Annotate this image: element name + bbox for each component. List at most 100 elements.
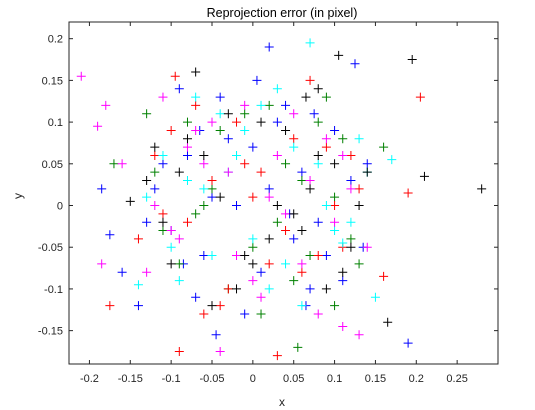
data-point-marker: [313, 150, 323, 160]
data-point-marker: [338, 238, 348, 248]
x-axis-label: x: [279, 395, 285, 409]
data-point-marker: [232, 284, 242, 294]
data-point-marker: [215, 301, 225, 311]
data-point-marker: [223, 167, 233, 177]
data-point-marker: [166, 125, 176, 135]
data-point-marker: [301, 92, 311, 102]
data-point-marker: [330, 159, 340, 169]
data-point-marker: [293, 342, 303, 352]
data-point-marker: [354, 184, 364, 194]
data-point-marker: [158, 150, 168, 160]
data-point-marker: [350, 59, 360, 69]
data-point-marker: [281, 125, 291, 135]
y-tick-label: 0.2: [48, 34, 63, 46]
x-tick-label: -0.05: [199, 373, 224, 385]
data-point-marker: [150, 184, 160, 194]
data-point-marker: [289, 234, 299, 244]
data-point-marker: [158, 159, 168, 169]
data-point-marker: [330, 125, 340, 135]
data-point-marker: [313, 84, 323, 94]
data-point-marker: [330, 192, 340, 202]
data-point-marker: [383, 317, 393, 327]
plot-area-background: [69, 22, 498, 364]
data-point-marker: [272, 201, 282, 211]
data-point-marker: [101, 100, 111, 110]
data-point-marker: [232, 117, 242, 127]
data-point-marker: [419, 171, 429, 181]
chart-title: Reprojection error (in pixel): [207, 6, 358, 20]
data-point-marker: [321, 92, 331, 102]
data-point-marker: [142, 217, 152, 227]
data-point-marker: [272, 217, 282, 227]
y-tick-label: 0.1: [48, 117, 63, 129]
y-tick-label: 0.05: [42, 159, 63, 171]
data-point-marker: [297, 175, 307, 185]
data-point-marker: [240, 309, 250, 319]
data-point-marker: [281, 100, 291, 110]
data-point-marker: [240, 109, 250, 119]
data-point-marker: [150, 201, 160, 211]
data-point-marker: [281, 159, 291, 169]
data-point-marker: [272, 117, 282, 127]
data-point-marker: [264, 100, 274, 110]
data-point-marker: [313, 217, 323, 227]
data-point-marker: [313, 159, 323, 169]
data-point-marker: [281, 209, 291, 219]
data-point-marker: [321, 251, 331, 261]
data-point-marker: [240, 125, 250, 135]
data-point-marker: [256, 267, 266, 277]
data-point-marker: [334, 50, 344, 60]
data-point-marker: [133, 280, 143, 290]
data-point-marker: [150, 150, 160, 160]
data-point-marker: [379, 271, 389, 281]
data-point-marker: [97, 184, 107, 194]
data-point-marker: [166, 242, 176, 252]
data-point-marker: [191, 100, 201, 110]
x-tick-label: 0.1: [327, 373, 342, 385]
data-point-marker: [362, 242, 372, 252]
data-point-marker: [207, 117, 217, 127]
data-point-marker: [264, 259, 274, 269]
data-point-marker: [182, 142, 192, 152]
data-point-marker: [174, 259, 184, 269]
data-point-marker: [305, 38, 315, 48]
data-point-marker: [207, 301, 217, 311]
data-point-marker: [223, 109, 233, 119]
data-point-marker: [379, 142, 389, 152]
data-point-marker: [264, 234, 274, 244]
data-point-marker: [199, 150, 209, 160]
y-tick-label: 0.15: [42, 75, 63, 87]
data-point-marker: [297, 167, 307, 177]
data-point-marker: [199, 251, 209, 261]
y-tick-label: 0: [57, 201, 63, 213]
data-point-marker: [199, 309, 209, 319]
data-point-marker: [150, 142, 160, 152]
data-point-marker: [240, 100, 250, 110]
data-point-marker: [93, 121, 103, 131]
data-point-marker: [117, 267, 127, 277]
x-tick-label: 0.15: [365, 373, 386, 385]
data-point-marker: [289, 134, 299, 144]
data-point-marker: [166, 259, 176, 269]
y-tick-label: -0.15: [38, 326, 63, 338]
data-point-marker: [338, 321, 348, 331]
data-point-marker: [211, 330, 221, 340]
data-point-marker: [142, 175, 152, 185]
data-point-marker: [232, 150, 242, 160]
data-point-marker: [354, 201, 364, 211]
data-point-marker: [264, 42, 274, 52]
data-point-marker: [289, 109, 299, 119]
x-tick-label: 0: [250, 373, 256, 385]
x-tick-label: -0.1: [162, 373, 181, 385]
data-point-marker: [248, 259, 258, 269]
data-point-marker: [338, 267, 348, 277]
data-point-marker: [281, 226, 291, 236]
x-tick-label: -0.2: [80, 373, 99, 385]
data-point-marker: [387, 155, 397, 165]
data-point-marker: [215, 109, 225, 119]
data-point-marker: [199, 184, 209, 194]
data-point-marker: [338, 134, 348, 144]
x-tick-label: 0.25: [446, 373, 467, 385]
x-tick-label: 0.05: [283, 373, 304, 385]
